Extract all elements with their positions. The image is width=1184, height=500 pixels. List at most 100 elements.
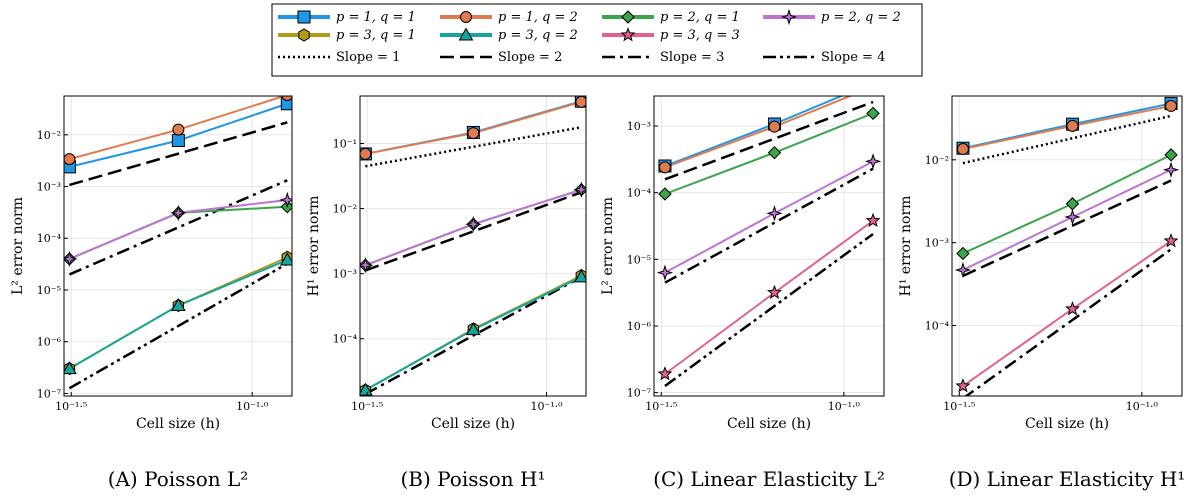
data-point-p2q2 [465,216,482,233]
x-tick-label: 10⁻¹·⁰ [530,400,563,413]
panel-2: 10⁻¹·⁵ 10⁻¹·⁰ 10⁻⁴ 10⁻³ 10⁻² 10⁻¹ Cell size (h… [306,95,587,491]
legend-label-slope-2: Slope = 2 [498,50,562,65]
x-axis-label: Cell size (h) [136,416,220,432]
data-point-p2q1 [956,246,970,261]
data-point-p1q2 [281,96,292,101]
series-line-p3q2 [68,259,288,370]
data-point-p3q2 [279,252,292,266]
data-point-p2q2 [656,264,674,281]
y-axis-label: L² error norm [10,197,26,295]
data-point-p1q2 [467,127,480,140]
y-tick-label: 10⁻⁴ [333,333,358,346]
x-axis-label: Cell size (h) [431,416,515,432]
y-tick-label: 10⁻² [925,154,949,167]
panel-3: 10⁻¹·⁵ 10⁻¹·⁰ 10⁻⁷ 10⁻⁶ 10⁻⁵ 10⁻⁴ 10⁻³ Cell siz… [600,77,885,491]
legend-label-p1q1: p = 1, q = 1 [336,10,416,25]
data-point-p3q2 [171,297,186,311]
slope-line-dot [365,126,582,168]
y-tick-label: 10⁻⁴ [37,232,62,245]
x-tick-label: 10⁻¹·⁵ [55,400,87,413]
data-point-p2q2 [573,181,586,198]
panel-1: 10⁻¹·⁵ 10⁻¹·⁰ 10⁻⁷ 10⁻⁶ 10⁻⁵ 10⁻⁴ 10⁻³ 10⁻² Cell… [10,95,293,491]
legend-marker-p3q2 [458,27,474,41]
data-point-p2q2 [360,257,374,274]
legend-label-p2q1: p = 2, q = 1 [660,10,740,25]
data-point-p1q2 [768,120,781,133]
data-point-p2q1 [767,145,782,160]
series-line-p2q2 [962,168,1172,271]
data-point-p1q2 [868,81,879,92]
panel-caption: (C) Linear Elasticity L² [653,467,885,491]
data-point-p1q2 [658,161,671,174]
slope-line-dashdot [964,248,1172,396]
plot-frame [63,95,293,397]
y-tick-label: 10⁻³ [37,181,61,194]
legend-label-p1q2: p = 1, q = 2 [498,10,578,25]
data-point-p3q3 [865,212,881,228]
slope-line-dash [364,191,582,272]
data-point-p2q2 [864,153,882,170]
legend-marker-p2q1 [621,10,635,24]
panel-4: 10⁻¹·⁵ 10⁻¹·⁰ 10⁻⁴ 10⁻³ 10⁻² Cell size (h) H¹ … [898,95,1184,491]
data-point-p2q2 [766,205,783,222]
y-tick-label: 10⁻³ [627,120,651,133]
slope-line-dashdotdot [664,232,874,388]
data-point-p3q3 [766,284,782,300]
y-tick-label: 10⁻¹ [333,138,357,151]
y-tick-label: 10⁻⁴ [627,187,652,200]
data-point-p1q2 [64,153,76,166]
panels: 10⁻¹·⁵ 10⁻¹·⁰ 10⁻⁷ 10⁻⁶ 10⁻⁵ 10⁻⁴ 10⁻³ 10⁻² Cell… [10,77,1184,491]
data-point-p3q3 [657,366,673,381]
panel-caption: (B) Poisson H¹ [400,467,545,491]
y-tick-label: 10⁻⁷ [37,387,62,400]
data-point-p2q2 [1064,208,1081,226]
data-point-p1q2 [1066,119,1079,132]
y-tick-label: 10⁻⁴ [925,320,950,333]
data-point-p3q2 [360,382,373,396]
data-point-p3q2 [466,322,481,336]
data-point-p1q2 [172,123,185,136]
legend-label-p3q1: p = 3, q = 1 [336,28,416,43]
x-tick-label: 10⁻¹·⁵ [943,400,975,413]
panel-caption: (D) Linear Elasticity H¹ [949,467,1184,491]
series-line-p3q3 [664,219,874,375]
x-tick-label: 10⁻¹·⁰ [236,400,269,413]
plot-frame [359,95,587,397]
data-point-p2q1 [658,187,672,201]
plot-frame [951,95,1183,397]
y-tick-label: 10⁻³ [333,268,357,281]
plot-area [954,96,1180,396]
legend-label-p3q2: p = 3, q = 2 [498,28,578,43]
data-point-p3q3 [1163,233,1179,248]
legend-label-p3q3: p = 3, q = 3 [660,28,740,43]
slope-line-dash [664,100,874,181]
x-tick-label: 10⁻¹·⁵ [645,400,677,413]
slope-line-dashdot [664,167,874,284]
y-axis-label: H¹ error norm [306,196,322,297]
data-point-p1q1 [867,77,879,89]
data-point-p3q3 [1064,301,1080,316]
slope-line-dot [962,114,1172,165]
legend-label-slope-1: Slope = 1 [336,50,400,65]
x-tick-label: 10⁻¹·⁰ [828,400,861,413]
panel-caption: (A) Poisson L² [108,467,249,491]
data-point-p1q2 [956,143,969,156]
data-point-p2q1 [866,106,880,121]
slope-line-dashdotdot [68,262,288,390]
y-tick-label: 10⁻⁶ [627,320,652,333]
data-point-p2q2 [64,250,78,268]
data-point-p2q1 [1065,197,1080,211]
slope-line-dash [69,121,288,187]
data-point-p2q2 [954,261,972,279]
legend-label-slope-3: Slope = 3 [660,50,724,65]
slope-line-dashdot [68,179,288,276]
legend-marker-p1q2 [460,11,472,23]
x-tick-label: 10⁻¹·⁰ [1126,400,1159,413]
y-tick-label: 10⁻⁵ [627,253,651,266]
data-point-p2q1 [1164,148,1178,162]
legend-marker-p3q3 [620,27,636,42]
legend-marker-p3q1 [298,28,310,42]
data-point-p1q2 [1165,99,1178,112]
y-tick-label: 10⁻³ [925,237,949,250]
plot-frame [653,95,885,397]
